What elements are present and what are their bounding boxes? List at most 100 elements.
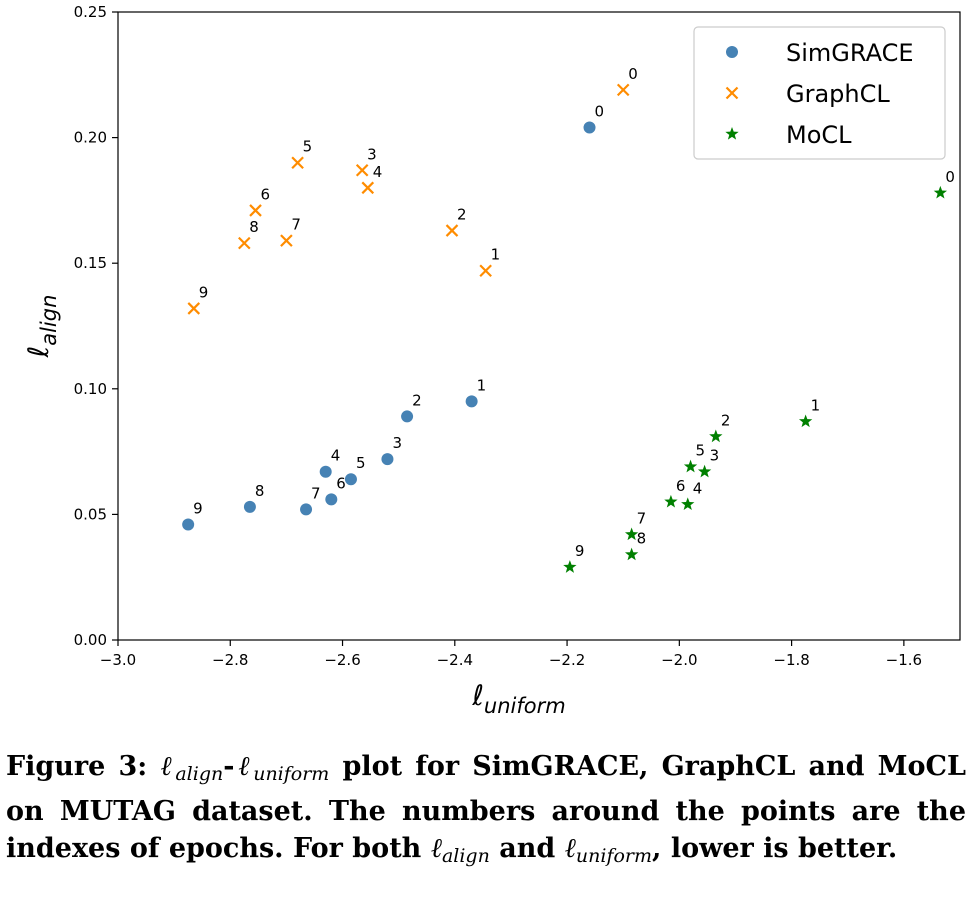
point-label: 9 (199, 283, 209, 301)
data-point (381, 453, 394, 466)
y-tick-label: 0.20 (74, 129, 107, 147)
point-label: 1 (491, 246, 501, 264)
data-point (616, 83, 630, 97)
data-point (238, 236, 251, 250)
point-label: 8 (637, 530, 647, 548)
figure-caption: Figure 3: ℓalign-ℓuniform plot for SimGR… (6, 748, 966, 875)
y-tick-label: 0.10 (74, 380, 107, 398)
data-point (697, 464, 712, 478)
caption-middle: plot for SimGRACE, GraphCL and MoCL on M… (6, 751, 966, 864)
data-point (187, 302, 201, 315)
point-label: 0 (595, 103, 605, 121)
series-mocl: 0 1 234 56 7 8 9 (563, 168, 955, 573)
x-tick-label: −1.6 (886, 651, 922, 669)
point-label: 2 (721, 412, 731, 430)
point-label: 4 (693, 479, 703, 497)
x-tick-label: −1.8 (773, 651, 809, 669)
data-point (683, 459, 698, 473)
caption-ell-2: ℓ (234, 751, 254, 782)
data-point (182, 518, 195, 531)
caption-align-subscript: align (175, 763, 224, 785)
data-point (325, 493, 338, 506)
point-label: 6 (261, 185, 271, 203)
x-tick-label: −3.0 (100, 651, 136, 669)
point-label: 3 (392, 434, 402, 452)
data-point (249, 204, 262, 217)
data-point (445, 224, 459, 237)
caption-align-subscript-2: align (441, 845, 490, 867)
legend-marker-graphcl (725, 86, 739, 100)
caption-prefix: Figure 3: (6, 751, 161, 782)
plot-frame (117, 11, 961, 641)
series-graphcl: 0 1 2 34 5 6 7 8 9 (187, 65, 638, 315)
caption-ell-3: ℓ (430, 833, 442, 864)
x-tick-label: −2.6 (324, 651, 360, 669)
legend: SimGRACE GraphCL MoCL (693, 26, 946, 160)
point-label: 2 (457, 206, 467, 224)
point-label: 7 (291, 216, 301, 234)
x-axis-label: ℓuniform (471, 679, 565, 718)
caption-dash: - (223, 751, 235, 782)
x-tick-label: −2.2 (549, 651, 585, 669)
data-point (401, 410, 414, 423)
point-label: 7 (637, 509, 647, 527)
data-point (319, 465, 332, 478)
point-label: 3 (710, 447, 720, 465)
caption-and: and (489, 833, 565, 864)
y-axis-label: ℓalign (22, 295, 61, 359)
legend-label-simgrace: SimGRACE (786, 39, 914, 67)
point-label: 8 (255, 482, 265, 500)
data-point (355, 163, 369, 177)
data-point (243, 500, 256, 513)
point-label: 5 (303, 138, 313, 156)
point-label: 5 (356, 454, 366, 472)
data-point (291, 156, 304, 169)
legend-marker-simgrace (726, 46, 738, 58)
point-label: 1 (477, 376, 487, 394)
point-label: 4 (373, 163, 383, 181)
data-point (664, 494, 678, 508)
caption-end: , lower is better. (652, 833, 898, 864)
data-point (709, 429, 723, 443)
x-tick-label: −2.0 (661, 651, 697, 669)
point-label: 0 (945, 168, 955, 186)
data-point (479, 264, 492, 278)
y-tick-label: 0.25 (74, 3, 107, 21)
caption-ell-4: ℓ (564, 833, 576, 864)
data-point (798, 414, 813, 428)
y-tick-label: 0.00 (74, 631, 107, 649)
caption-ell: ℓ (160, 751, 176, 782)
x-tick-label: −2.8 (212, 651, 248, 669)
data-point (344, 473, 357, 486)
y-tick-label: 0.05 (74, 505, 107, 523)
data-point (583, 121, 596, 134)
data-point (933, 185, 948, 199)
data-point (563, 560, 577, 573)
legend-label-mocl: MoCL (786, 121, 852, 149)
point-label: 1 (811, 396, 821, 414)
data-point (624, 527, 639, 541)
point-label: 7 (311, 484, 321, 502)
point-label: 4 (331, 447, 341, 465)
point-label: 2 (412, 391, 422, 409)
point-label: 8 (249, 218, 259, 236)
data-point (361, 181, 375, 195)
data-point (280, 234, 293, 247)
point-label: 9 (193, 499, 203, 517)
point-label: 6 (336, 474, 346, 492)
legend-box (693, 26, 946, 160)
caption-uniform-subscript: uniform (253, 763, 330, 785)
legend-label-graphcl: GraphCL (786, 80, 890, 108)
x-tick-label: −2.4 (437, 651, 473, 669)
point-label: 3 (367, 145, 377, 163)
point-label: 5 (696, 442, 706, 460)
data-point (681, 497, 695, 511)
y-tick-label: 0.15 (74, 254, 107, 272)
data-point (624, 547, 639, 561)
caption-uniform-subscript-2: uniform (575, 845, 653, 867)
axes: −3.0 −2.8 −2.6 −2.4 −2.2 −2.0 −1.8 −1.6 0.00 0.05… (22, 3, 961, 718)
point-label: 6 (676, 477, 686, 495)
